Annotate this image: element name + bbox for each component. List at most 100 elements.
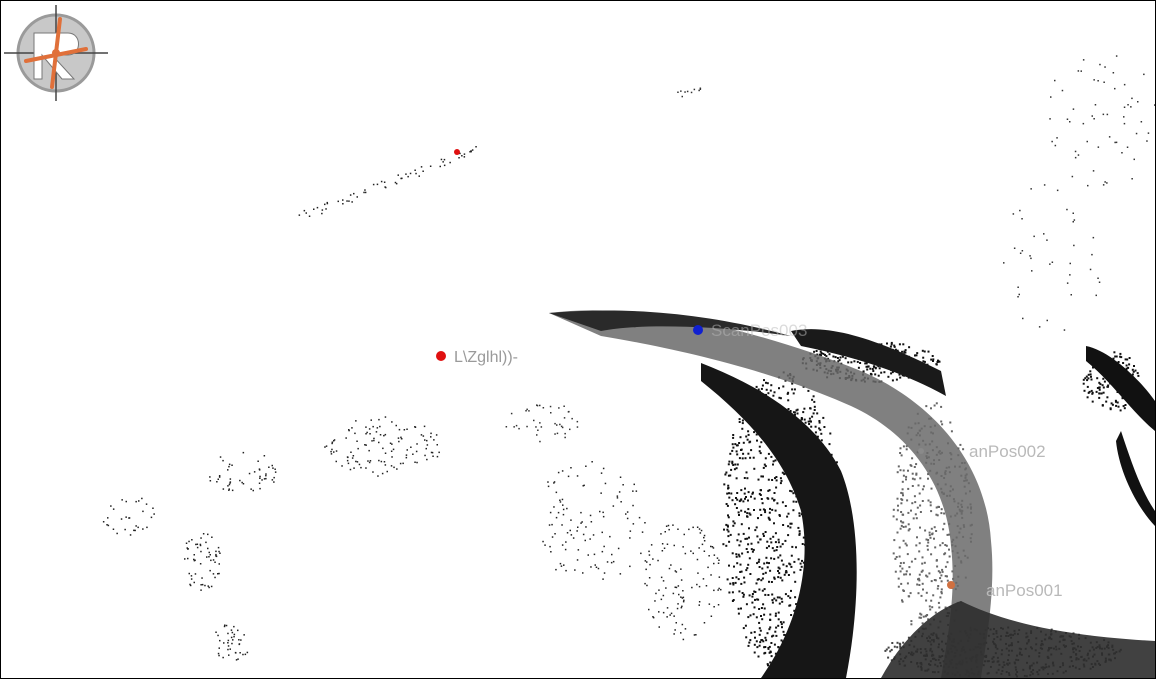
point [723,483,726,486]
point [515,424,518,427]
point [740,570,743,573]
point [241,481,243,484]
point [757,517,759,520]
point [360,466,362,469]
point [1098,386,1101,389]
point [919,511,922,513]
point [759,452,762,455]
point [893,539,896,542]
point [1119,355,1122,358]
point [644,560,647,562]
point [565,541,567,543]
point [1119,352,1122,355]
point [1072,108,1075,110]
point [790,554,793,557]
point [758,558,761,561]
point [774,509,777,512]
point [1056,189,1059,192]
point [729,452,732,455]
scanpos-003-dot[interactable] [693,325,703,335]
point [767,489,770,492]
marker-1[interactable]: L\Zglhl))- [436,349,518,366]
point [1086,385,1089,388]
point [916,506,919,509]
point [908,528,911,531]
point [865,362,868,365]
scanpos-001[interactable]: anPos001 [947,581,1063,600]
point [774,532,777,535]
point [891,371,894,374]
point [563,417,566,419]
point [907,529,910,532]
point [703,536,705,539]
point [793,609,796,612]
point [962,448,965,451]
marker-2-dot[interactable] [454,149,460,155]
point [777,541,780,544]
point [936,587,939,590]
point [896,471,899,474]
point [918,584,921,586]
point [1082,59,1085,61]
point [1120,356,1123,359]
marker-1-dot[interactable] [436,351,446,361]
point [899,447,902,450]
point [660,576,663,579]
point [316,206,319,209]
point [930,527,933,530]
point [745,603,748,606]
scanpos-003[interactable]: ScanPos003 [693,321,807,340]
point [789,489,792,492]
point [567,475,570,478]
point [907,636,910,639]
marker-2[interactable] [454,149,460,155]
point [569,428,571,431]
point [768,651,771,654]
point [903,573,906,576]
point [707,566,709,569]
point [125,516,127,518]
point [337,200,339,203]
scanpos-002[interactable]: anPos002 [918,442,1046,461]
point [195,543,197,546]
point [232,639,234,641]
point [397,437,400,439]
point [326,202,329,205]
point [629,537,631,539]
point [745,435,748,438]
point [440,158,443,161]
point [150,516,153,519]
point [729,474,732,477]
point [785,565,788,568]
point [380,460,383,463]
point [760,579,763,582]
point [142,528,144,530]
point [733,468,736,471]
point [242,483,245,485]
point [365,426,367,428]
scanpos-001-dot[interactable] [947,581,955,589]
point [1115,141,1118,144]
point [767,452,770,455]
point [564,432,566,435]
point [701,543,704,546]
scanpos-002-dot[interactable] [918,448,924,454]
point [223,642,225,644]
point [576,530,578,532]
point [725,471,728,474]
point [1114,399,1117,402]
point [365,444,367,446]
point [946,533,949,536]
point [385,186,387,189]
point [791,388,794,391]
point [1091,400,1094,403]
point [597,567,600,570]
point [935,530,938,532]
point [757,578,760,581]
point [763,379,765,382]
point [672,524,674,526]
point [576,420,579,423]
point [913,478,916,481]
